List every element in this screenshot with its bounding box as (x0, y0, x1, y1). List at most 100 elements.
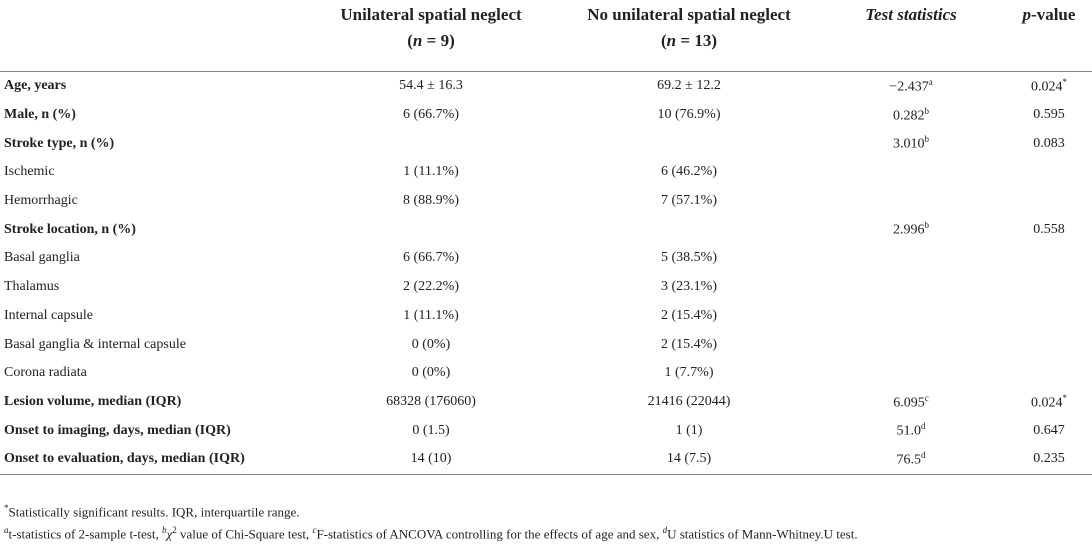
cell (1006, 273, 1092, 302)
cell-value: 10 (76.9%) (657, 107, 721, 123)
cell: 0.282b (816, 101, 1006, 130)
cell: 1 (11.1%) (300, 302, 562, 331)
cell (816, 273, 1006, 302)
cell: 6.095c (816, 388, 1006, 417)
header-title: No unilateral spatial neglect (587, 5, 791, 24)
header-cell: p-value (1006, 0, 1092, 72)
cell-note: a (928, 77, 933, 88)
cell-value: 5 (38.5%) (661, 250, 717, 266)
footnote-text: F-statistics of ANCOVA controlling for t… (316, 526, 663, 542)
cell: 5 (38.5%) (562, 244, 816, 273)
cell-value: 3.010 (893, 137, 925, 153)
header-cell (0, 0, 300, 72)
row-label: Thalamus (4, 279, 60, 295)
header-part: = 13) (676, 31, 717, 50)
cell: 76.5d (816, 444, 1006, 475)
cell: 0 (0%) (300, 330, 562, 359)
cell: 14 (10) (300, 444, 562, 475)
table-row: Basal ganglia 6 (66.7%) 5 (38.5%) (0, 244, 1092, 273)
cell-value: 0.083 (1033, 135, 1065, 151)
table-row: Stroke location, n (%) 2.996b 0.558 (0, 215, 1092, 244)
cell: 6 (66.7%) (300, 244, 562, 273)
row-label: Age, years (0, 70, 300, 101)
row-label: Stroke type, n (%) (4, 135, 115, 151)
cell-value: 14 (7.5) (666, 451, 712, 467)
cell (1006, 187, 1092, 216)
cell-note: b (924, 105, 930, 116)
table-body: Age, years 54.4 ± 16.3 69.2 ± 12.2 −2.437a 0… (0, 70, 1092, 475)
header-n: (n = 9) (301, 28, 561, 54)
cell-value: 8 (88.9%) (403, 193, 459, 209)
header-title: Unilateral spatial neglect (340, 5, 522, 24)
table-row: Basal ganglia & internal capsule 0 (0%) 2 … (0, 330, 1092, 359)
cell-value: 69.2 ± 12.2 (657, 78, 721, 94)
header-row: Unilateral spatial neglect (n = 9) No unil… (0, 0, 1092, 72)
cell (816, 359, 1006, 388)
header-cell: No unilateral spatial neglect (n = 13) (562, 0, 816, 72)
cell (300, 129, 562, 158)
cell: 0 (0%) (300, 359, 562, 388)
table-row: Thalamus 2 (22.2%) 3 (23.1%) (0, 273, 1092, 302)
cell-value: 6 (46.2%) (661, 164, 717, 180)
cell: 0.558 (1006, 215, 1092, 244)
cell (816, 302, 1006, 331)
table-row: Lesion volume, median (IQR) 68328 (176060… (0, 388, 1092, 417)
cell: −2.437a (816, 70, 1006, 101)
row-label: Onset to evaluation, days, median (IQR) (0, 444, 300, 475)
header-cell: Unilateral spatial neglect (n = 9) (300, 0, 562, 72)
table-row: Onset to imaging, days, median (IQR) 0 (1… (0, 416, 1092, 445)
header-part: = 9) (422, 31, 455, 50)
cell-value: 0.595 (1033, 107, 1065, 123)
cell-value: 2.996 (893, 223, 925, 239)
footnote-text: Statistically significant results. IQR, … (8, 504, 300, 520)
cell-note: * (1062, 392, 1068, 403)
header-part: -value (1031, 5, 1076, 24)
row-label: Corona radiata (4, 365, 87, 381)
cell: 3 (23.1%) (562, 273, 816, 302)
cell: 1 (7.7%) (562, 359, 816, 388)
cell: 2.996b (816, 215, 1006, 244)
cell-value: 1 (11.1%) (403, 164, 459, 180)
cell-value: 2 (15.4%) (661, 336, 717, 352)
table-row: Male, n (%) 6 (66.7%) 10 (76.9%) 0.282b 0.59… (0, 101, 1092, 130)
cell-value: 0 (0%) (411, 365, 451, 381)
cell (1006, 158, 1092, 187)
cell-value: 1 (7.7%) (664, 365, 714, 381)
cell (562, 215, 816, 244)
footnote-text: d (662, 525, 668, 536)
cell: 0.024* (1006, 70, 1092, 101)
cell (1006, 302, 1092, 331)
header-cell: Test statistics (816, 0, 1006, 72)
cell: 2 (15.4%) (562, 330, 816, 359)
cell: 1 (11.1%) (300, 158, 562, 187)
header-title: Test statistics (865, 5, 957, 24)
table-row: Hemorrhagic 8 (88.9%) 7 (57.1%) (0, 187, 1092, 216)
cell: 2 (15.4%) (562, 302, 816, 331)
cell (816, 244, 1006, 273)
cell-value: −2.437 (889, 79, 929, 95)
footnote-text: χ (166, 526, 173, 542)
cell-value: 51.0 (896, 423, 922, 439)
cell-value: 2 (22.2%) (403, 279, 459, 295)
footnotes: *Statistically significant results. IQR,… (4, 499, 858, 544)
cell-value: 0.024 (1031, 395, 1063, 411)
footnote-text: value of Chi-Square test, (176, 526, 313, 542)
cell (816, 158, 1006, 187)
footnote: *Statistically significant results. IQR,… (4, 499, 858, 521)
footnote-text: t-statistics of 2-sample t-test, (8, 526, 162, 542)
cell-value: 1 (1) (675, 422, 703, 438)
cell-value: 6 (66.7%) (403, 107, 459, 123)
table-row: Age, years 54.4 ± 16.3 69.2 ± 12.2 −2.437a 0… (0, 70, 1092, 101)
data-table: Unilateral spatial neglect (n = 9) No unil… (0, 0, 1092, 475)
cell (816, 330, 1006, 359)
cell-note: d (921, 421, 926, 432)
cell: 3.010b (816, 129, 1006, 158)
cell: 54.4 ± 16.3 (300, 70, 562, 101)
cell-value: 1 (11.1%) (403, 307, 459, 323)
row-label: Stroke location, n (%) (4, 221, 136, 237)
footnote-text: * (4, 503, 9, 513)
cell-note: d (921, 449, 926, 460)
header-part: n (412, 31, 423, 50)
row-label: Basal ganglia & internal capsule (4, 336, 186, 352)
